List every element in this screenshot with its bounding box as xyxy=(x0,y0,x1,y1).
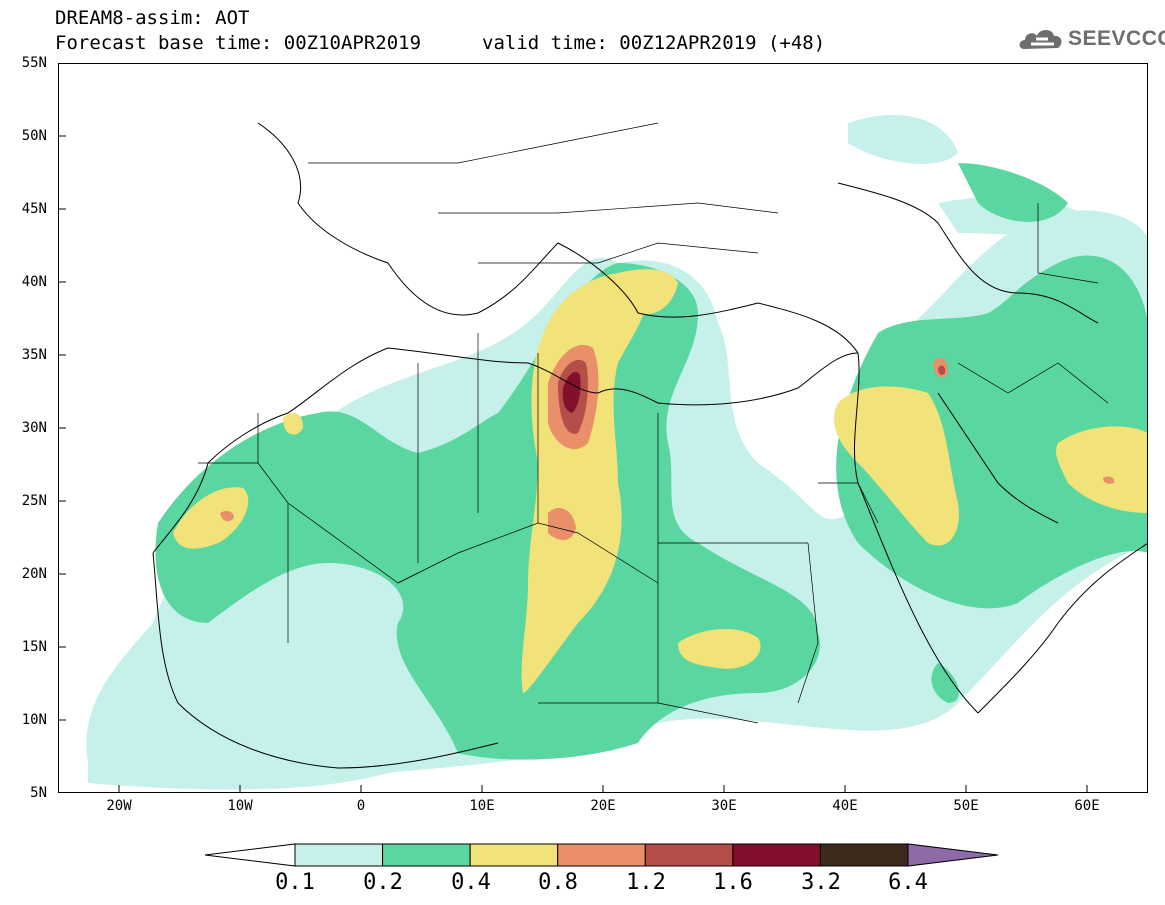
axis-ticks xyxy=(58,135,1088,793)
colorbar xyxy=(205,843,999,867)
colorbar-label: 0.1 xyxy=(275,870,315,895)
valid-time: valid time: 00Z12APR2019 (+48) xyxy=(482,32,826,54)
colorbar-swatch xyxy=(382,843,471,867)
colorbar-swatches xyxy=(294,843,909,867)
colorbar-label: 6.4 xyxy=(888,870,928,895)
cloud-icon xyxy=(1019,30,1062,49)
lat-label: 5N xyxy=(30,785,47,801)
colorbar-label: 0.4 xyxy=(451,870,491,895)
forecast-base-time: Forecast base time: 00Z10APR2019 xyxy=(55,32,422,54)
lon-label: 20E xyxy=(590,798,616,814)
colorbar-swatch xyxy=(469,843,559,867)
colorbar-swatch xyxy=(732,843,821,867)
lat-label: 55N xyxy=(21,55,47,71)
lat-label: 35N xyxy=(21,347,47,363)
map-title: DREAM8-assim: AOT xyxy=(55,7,250,29)
lon-label: 10W xyxy=(227,798,253,814)
lon-label: 30E xyxy=(711,798,737,814)
aot-level-0.2 xyxy=(155,163,1148,760)
lon-label: 20W xyxy=(106,798,132,814)
lon-label: 60E xyxy=(1074,798,1100,814)
lon-label: 40E xyxy=(832,798,858,814)
colorbar-under-arrow xyxy=(205,843,296,867)
country-borders xyxy=(198,122,1109,724)
logo-text: SEEVCCC xyxy=(1068,27,1165,50)
colorbar-swatch xyxy=(557,843,646,867)
lat-label: 45N xyxy=(21,201,47,217)
colorbar-over-arrow xyxy=(907,843,999,867)
aot-map xyxy=(58,63,1148,793)
lat-label: 40N xyxy=(21,274,47,290)
seevccc-logo: SEEVCCC xyxy=(1018,22,1165,56)
colorbar-label: 3.2 xyxy=(801,870,841,895)
colorbar-label: 1.2 xyxy=(626,870,666,895)
colorbar-swatch xyxy=(819,843,909,867)
lat-label: 25N xyxy=(21,493,47,509)
lat-label: 15N xyxy=(21,639,47,655)
colorbar-swatch xyxy=(644,843,734,867)
lat-label: 30N xyxy=(21,420,47,436)
lon-label: 0 xyxy=(356,798,366,814)
coastlines xyxy=(152,122,1148,769)
lon-label: 50E xyxy=(953,798,979,814)
lat-label: 10N xyxy=(21,712,47,728)
colorbar-label: 0.8 xyxy=(538,870,578,895)
colorbar-swatch xyxy=(294,843,384,867)
lat-label: 50N xyxy=(21,128,47,144)
lon-label: 10E xyxy=(469,798,495,814)
colorbar-label: 1.6 xyxy=(713,870,753,895)
lat-label: 20N xyxy=(21,566,47,582)
colorbar-label: 0.2 xyxy=(363,870,403,895)
